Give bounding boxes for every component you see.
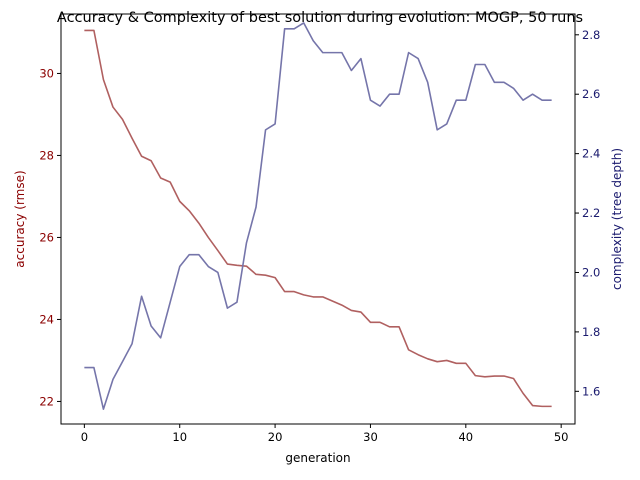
x-tick-label: 0 xyxy=(81,430,88,444)
left-y-axis-label: accuracy (rmse) xyxy=(13,170,27,267)
x-tick-label: 30 xyxy=(363,430,378,444)
x-tick-label: 20 xyxy=(268,430,283,444)
tick-layer: 0 10 20 30 40 50 22 24 26 28 30 1.6 1.8 2.0 2.2 2.4 2.6 2… xyxy=(39,28,600,444)
x-tick-label: 40 xyxy=(458,430,473,444)
accuracy-series-line xyxy=(84,29,552,408)
x-axis-label: generation xyxy=(285,451,350,465)
x-tick-label: 10 xyxy=(172,430,187,444)
right-y-axis-label: complexity (tree depth) xyxy=(610,148,624,290)
right-y-tick-label: 2.4 xyxy=(582,147,600,161)
right-y-tick-label: 1.6 xyxy=(582,384,600,398)
complexity-series-line xyxy=(84,22,552,410)
left-y-tick-label: 22 xyxy=(39,394,54,408)
right-y-tick-label: 2.6 xyxy=(582,87,600,101)
right-y-tick-label: 2.0 xyxy=(582,265,600,279)
left-y-tick-label: 28 xyxy=(39,148,54,162)
left-y-tick-label: 26 xyxy=(39,230,54,244)
chart-title: Accuracy & Complexity of best solution d… xyxy=(57,10,583,26)
x-tick-label: 50 xyxy=(554,430,569,444)
left-y-tick-label: 30 xyxy=(39,66,54,80)
plot-frame xyxy=(60,13,576,425)
right-y-tick-label: 1.8 xyxy=(582,325,600,339)
right-y-tick-label: 2.8 xyxy=(582,28,600,42)
right-y-tick-label: 2.2 xyxy=(582,206,600,220)
left-y-tick-label: 24 xyxy=(39,312,54,326)
series-layer xyxy=(84,22,552,410)
